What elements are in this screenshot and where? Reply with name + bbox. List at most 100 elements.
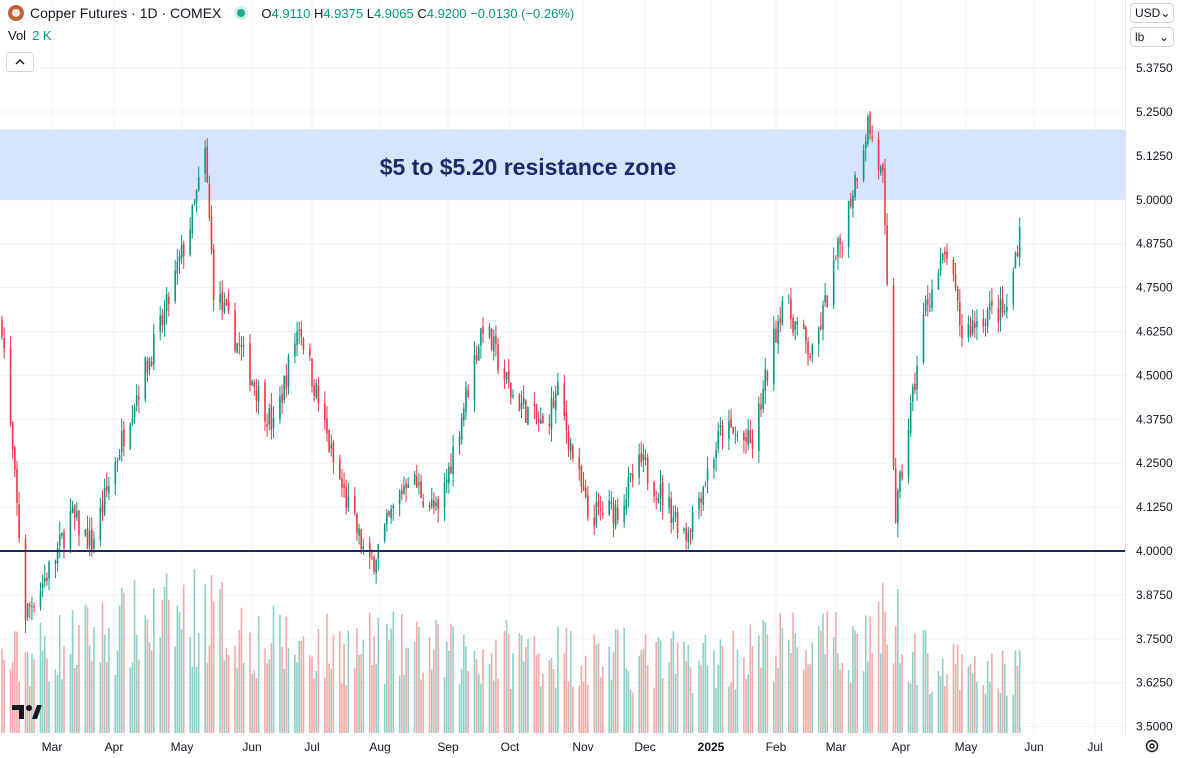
volume-bar xyxy=(191,666,194,733)
volume-bar xyxy=(212,601,215,733)
candle-body xyxy=(685,528,687,541)
candle-body xyxy=(787,296,790,298)
candle-body xyxy=(362,546,365,549)
volume-bar xyxy=(809,664,811,733)
volume-bar xyxy=(415,621,418,733)
chevron-down-icon: ⌄ xyxy=(1158,30,1169,44)
volume-bar xyxy=(991,653,993,733)
candle-body xyxy=(116,460,119,462)
currency-select[interactable]: USD ⌄ xyxy=(1130,3,1174,23)
volume-bar xyxy=(242,662,245,733)
volume-bar xyxy=(360,654,362,733)
volume-bar xyxy=(550,658,553,733)
volume-bar xyxy=(458,684,461,733)
volume-bar xyxy=(368,612,371,733)
volume-bar xyxy=(43,635,46,733)
volume-bar xyxy=(272,605,275,733)
y-tick-label: 3.8750 xyxy=(1136,588,1173,602)
candle-body xyxy=(914,383,916,391)
candle-body xyxy=(407,484,410,489)
volume-bar xyxy=(871,653,873,733)
gear-icon[interactable] xyxy=(1144,738,1160,754)
candle-body xyxy=(503,368,506,380)
candle-body xyxy=(775,328,777,343)
candle-body xyxy=(238,343,241,345)
volume-bar xyxy=(234,645,236,733)
candle-body xyxy=(512,394,514,397)
unit-select[interactable]: lb ⌄ xyxy=(1130,27,1174,47)
volume-bar xyxy=(971,673,974,733)
candle-body xyxy=(309,348,311,357)
volume-bar xyxy=(593,634,596,733)
volume-bar xyxy=(552,669,555,733)
collapse-legend-button[interactable] xyxy=(6,52,34,72)
volume-bar xyxy=(631,692,634,733)
volume-bar xyxy=(944,686,946,733)
candle-body xyxy=(272,417,275,428)
volume-bar xyxy=(264,648,266,733)
x-tick-label: Apr xyxy=(105,740,124,754)
candle-body xyxy=(837,238,839,257)
symbol-title[interactable]: Copper Futures · 1D · COMEX xyxy=(30,5,222,21)
volume-bar xyxy=(640,650,643,733)
volume-bar xyxy=(463,634,465,733)
volume-bar xyxy=(9,668,12,733)
candle-body xyxy=(608,500,610,515)
candle-body xyxy=(195,190,198,204)
volume-bar xyxy=(730,682,732,733)
x-tick-label: Mar xyxy=(42,740,63,754)
volume-bar xyxy=(73,668,76,733)
x-tick-label: Jun xyxy=(1024,740,1043,754)
candle-body xyxy=(371,558,373,560)
candle-body xyxy=(751,440,754,449)
market-status-icon[interactable] xyxy=(237,9,246,17)
candle-body xyxy=(103,487,106,515)
volume-bar xyxy=(225,647,228,733)
volume-bar xyxy=(879,653,882,733)
volume-bar xyxy=(283,668,286,733)
candle-body xyxy=(505,372,508,380)
candle-body xyxy=(223,302,226,312)
volume-bar xyxy=(58,615,61,733)
candle-body xyxy=(802,324,805,330)
candle-body xyxy=(676,512,679,534)
candle-body xyxy=(937,272,940,290)
x-tick-label: May xyxy=(171,740,194,754)
volume-bar xyxy=(174,646,176,733)
candle-body xyxy=(101,504,104,513)
candle-body xyxy=(448,466,450,484)
candle-body xyxy=(490,328,493,350)
volume-bar xyxy=(937,670,940,733)
price-axis: 5.3750 5.2500 5.1250 5.0000 4.8750 4.7500 4.62… xyxy=(1125,0,1173,735)
candle-body xyxy=(18,504,20,539)
candle-body xyxy=(864,141,867,149)
candle-body xyxy=(973,322,976,329)
volume-bar xyxy=(375,663,377,733)
volume-bar xyxy=(867,661,869,733)
candle-body xyxy=(418,482,420,485)
candle-body xyxy=(174,270,176,301)
candle-body xyxy=(926,298,929,306)
candle-body xyxy=(537,419,540,423)
volume-bar xyxy=(775,655,777,733)
tradingview-logo-icon[interactable] xyxy=(10,702,42,722)
volume-bar xyxy=(473,650,476,733)
volume-bar xyxy=(736,650,739,733)
candle-body xyxy=(324,403,326,421)
volume-bar xyxy=(238,630,241,733)
candle-body xyxy=(670,498,672,524)
candle-body xyxy=(204,148,206,174)
volume-bar xyxy=(973,656,976,733)
volume-bar xyxy=(3,659,5,733)
volume-bar xyxy=(657,637,660,733)
volume-bar xyxy=(864,615,867,733)
volume-bar xyxy=(251,673,253,733)
candle-body xyxy=(58,534,61,546)
volume-bar xyxy=(892,663,895,733)
volume-bar xyxy=(101,602,104,733)
volume-bar xyxy=(683,641,685,733)
volume-bar xyxy=(93,627,95,733)
candle-body xyxy=(597,500,600,507)
candle-body xyxy=(437,499,439,510)
